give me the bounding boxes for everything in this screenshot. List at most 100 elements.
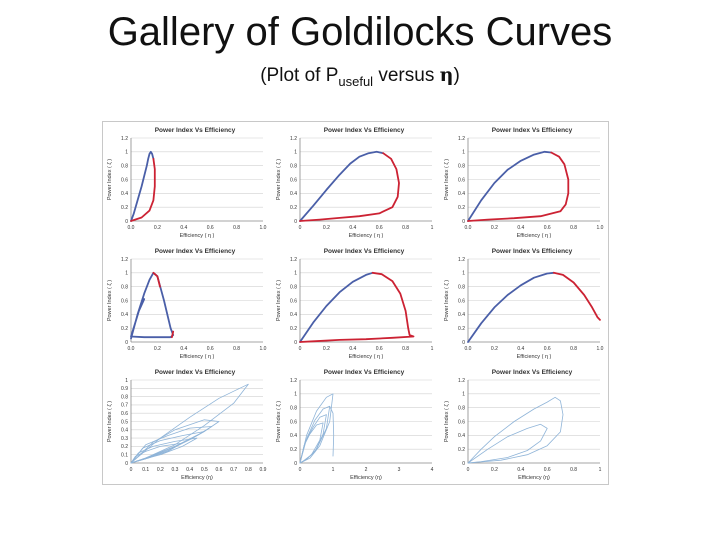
series-line-1 bbox=[467, 396, 564, 464]
series-line-2 bbox=[299, 271, 415, 343]
x-axis-label: Efficiency ( η ) bbox=[180, 233, 215, 239]
chart-title: Power Index Vs Efficiency bbox=[492, 127, 573, 134]
y-tick-label: 0.8 bbox=[121, 394, 128, 400]
y-tick-label: 0.6 bbox=[458, 177, 465, 183]
x-tick-label: 0.5 bbox=[201, 467, 208, 473]
y-tick-label: 0 bbox=[462, 340, 465, 346]
x-tick-label: 0.8 bbox=[402, 225, 409, 231]
x-tick-label: 0.4 bbox=[349, 346, 356, 352]
y-tick-label: 0 bbox=[294, 461, 297, 467]
x-tick-label: 0 bbox=[299, 346, 302, 352]
x-tick-label: 1.0 bbox=[597, 346, 604, 352]
series-line-2 bbox=[552, 271, 601, 321]
series-line-1 bbox=[130, 271, 175, 340]
x-tick-label: 0.2 bbox=[154, 225, 161, 231]
y-tick-label: 1 bbox=[294, 271, 297, 277]
y-tick-label: 1 bbox=[462, 150, 465, 156]
series-line-1 bbox=[299, 393, 334, 464]
chart-panel-9: Power Index Vs Efficiency 0 0.2 0.4 0.6 0.8 1 1… bbox=[440, 364, 608, 484]
page-title: Gallery of Goldilocks Curves bbox=[107, 10, 613, 54]
y-tick-label: 0 bbox=[294, 219, 297, 225]
y-tick-label: 0.8 bbox=[458, 163, 465, 169]
y-tick-label: 1 bbox=[125, 378, 128, 384]
y-tick-label: 1 bbox=[294, 392, 297, 398]
y-tick-label: 0.2 bbox=[458, 326, 465, 332]
y-tick-label: 0.8 bbox=[121, 284, 128, 290]
series-line-2 bbox=[152, 271, 161, 288]
y-tick-label: 0.8 bbox=[290, 284, 297, 290]
series-line-6 bbox=[130, 442, 183, 464]
y-tick-label: 0.4 bbox=[290, 433, 297, 439]
y-tick-label: 0.8 bbox=[458, 284, 465, 290]
y-tick-label: 0.9 bbox=[121, 386, 128, 392]
x-axis-label: Efficiency ( η ) bbox=[517, 354, 552, 360]
series-line-2 bbox=[130, 419, 220, 464]
x-tick-label: 0.8 bbox=[233, 225, 240, 231]
y-tick-label: 0.4 bbox=[121, 428, 128, 434]
x-tick-label: 3 bbox=[398, 467, 401, 473]
y-tick-label: 0.8 bbox=[290, 405, 297, 411]
subtitle-subscript: useful bbox=[338, 73, 374, 89]
y-tick-label: 0.4 bbox=[458, 312, 465, 318]
chart-9: Power Index Vs Efficiency 0 0.2 0.4 0.6 0.8 1 1… bbox=[444, 369, 602, 481]
chart-8: Power Index Vs Efficiency 0 0.2 0.4 0.6 0.8 1 1… bbox=[276, 369, 434, 481]
x-axis-label: Efficiency ( η ) bbox=[349, 233, 384, 239]
series-line-1 bbox=[467, 271, 555, 343]
y-tick-label: 1.2 bbox=[458, 257, 465, 263]
series-line-5 bbox=[329, 405, 335, 457]
y-tick-label: 1.2 bbox=[121, 136, 128, 142]
y-axis-label: Power Index ( ζ ) bbox=[276, 159, 282, 200]
series-line-3 bbox=[171, 330, 175, 339]
y-tick-label: 1.2 bbox=[290, 136, 297, 142]
chart-1: Power Index Vs Efficiency 0 0.2 0.4 0.6 0.8 1 1… bbox=[107, 127, 267, 239]
y-axis-label: Power Index ( ζ ) bbox=[107, 401, 113, 442]
x-tick-label: 0.6 bbox=[376, 225, 383, 231]
y-axis-label: Power Index ( ζ ) bbox=[444, 280, 450, 321]
y-tick-label: 0.6 bbox=[290, 419, 297, 425]
chart-title: Power Index Vs Efficiency bbox=[155, 248, 236, 255]
x-tick-label: 0.0 bbox=[128, 346, 135, 352]
y-tick-label: 0 bbox=[125, 461, 128, 467]
x-tick-label: 0.3 bbox=[172, 467, 179, 473]
x-tick-label: 0.8 bbox=[233, 346, 240, 352]
y-tick-label: 0 bbox=[125, 340, 128, 346]
chart-5: Power Index Vs Efficiency 0 0.2 0.4 0.6 0.8 1 1… bbox=[276, 248, 434, 360]
y-tick-label: 0 bbox=[125, 219, 128, 225]
subtitle-eta-symbol: η bbox=[439, 64, 454, 86]
x-tick-label: 1 bbox=[431, 346, 434, 352]
x-axis-label: Efficiency ( η ) bbox=[517, 233, 552, 239]
y-tick-label: 0.2 bbox=[121, 444, 128, 450]
y-tick-label: 0.8 bbox=[458, 405, 465, 411]
y-tick-label: 0.6 bbox=[290, 177, 297, 183]
chart-gallery: Power Index Vs Efficiency 0 0.2 0.4 0.6 0.8 1 1… bbox=[102, 121, 609, 485]
y-tick-label: 0.8 bbox=[121, 163, 128, 169]
subtitle-prefix: (Plot of P bbox=[260, 65, 339, 86]
x-tick-label: 0.6 bbox=[376, 346, 383, 352]
x-tick-label: 0.2 bbox=[491, 467, 498, 473]
y-tick-label: 1 bbox=[462, 271, 465, 277]
y-tick-label: 1.2 bbox=[121, 257, 128, 263]
y-tick-label: 1 bbox=[125, 150, 128, 156]
chart-title: Power Index Vs Efficiency bbox=[324, 248, 405, 255]
y-axis-label: Power Index ( ζ ) bbox=[107, 280, 113, 321]
x-tick-label: 0.6 bbox=[544, 467, 551, 473]
x-tick-label: 0.4 bbox=[517, 346, 524, 352]
x-tick-label: 0.7 bbox=[230, 467, 237, 473]
x-tick-label: 0.4 bbox=[517, 225, 524, 231]
x-tick-label: 0.2 bbox=[491, 225, 498, 231]
series-line-1 bbox=[130, 383, 249, 464]
y-tick-label: 1 bbox=[125, 271, 128, 277]
x-tick-label: 0.1 bbox=[142, 467, 149, 473]
y-tick-label: 0 bbox=[462, 461, 465, 467]
y-tick-label: 0.4 bbox=[290, 312, 297, 318]
chart-title: Power Index Vs Efficiency bbox=[492, 369, 573, 376]
x-tick-label: 0.4 bbox=[349, 225, 356, 231]
y-tick-label: 1 bbox=[294, 150, 297, 156]
x-tick-label: 0.0 bbox=[465, 225, 472, 231]
x-tick-label: 0 bbox=[299, 225, 302, 231]
y-tick-label: 0.2 bbox=[290, 447, 297, 453]
series-line-2 bbox=[467, 423, 548, 464]
y-tick-label: 0.7 bbox=[121, 403, 128, 409]
page-subtitle: (Plot of Puseful versus η) bbox=[0, 64, 720, 89]
y-tick-label: 0.6 bbox=[121, 177, 128, 183]
